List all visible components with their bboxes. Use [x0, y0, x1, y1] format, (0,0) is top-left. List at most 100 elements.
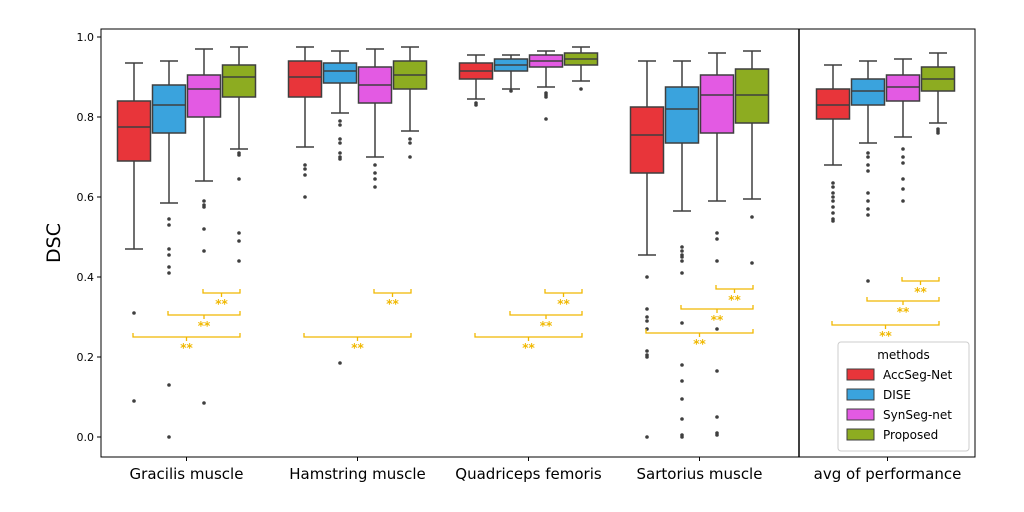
outlier-point: [373, 177, 377, 181]
box-group: [458, 46, 599, 121]
outlier-point: [408, 155, 412, 159]
outlier-point: [167, 223, 171, 227]
significance-bracket: **: [474, 333, 583, 355]
outlier-point: [831, 191, 835, 195]
y-tick-label: 0.6: [77, 191, 95, 204]
significance-bracket: **: [544, 289, 583, 311]
outlier-point: [901, 199, 905, 203]
significance-bracket: **: [901, 277, 940, 299]
outlier-point: [680, 259, 684, 263]
significance-bracket: **: [132, 333, 241, 355]
outlier-point: [645, 349, 649, 353]
outlier-point: [338, 141, 342, 145]
outlier-point: [866, 151, 870, 155]
outlier-point: [831, 219, 835, 223]
y-tick-label: 0.4: [77, 271, 95, 284]
outlier-point: [831, 181, 835, 185]
axes-frame: [100, 28, 976, 458]
outlier-point: [680, 321, 684, 325]
box-iqr: [221, 64, 257, 98]
box-group: [629, 50, 770, 439]
outlier-point: [866, 207, 870, 211]
box-synseg-net: [357, 48, 393, 189]
outlier-point: [338, 119, 342, 123]
bracket-line: [831, 321, 940, 326]
outlier-point: [715, 237, 719, 241]
y-tick-label: 0.2: [77, 351, 95, 364]
outlier-point: [715, 433, 719, 437]
outlier-point: [338, 361, 342, 365]
box-proposed: [221, 46, 257, 263]
outlier-point: [509, 89, 513, 93]
outlier-point: [866, 169, 870, 173]
legend-swatch: [846, 368, 875, 381]
box-group: [815, 52, 956, 283]
outlier-point: [645, 307, 649, 311]
outlier-point: [202, 249, 206, 253]
outlier-point: [237, 153, 241, 157]
box-synseg-net: [528, 50, 564, 121]
box-synseg-net: [885, 58, 921, 203]
box-dise: [493, 54, 529, 93]
outlier-point: [303, 173, 307, 177]
box-iqr: [287, 60, 323, 98]
legend-title: methods: [877, 348, 930, 362]
y-tick-label: 0.8: [77, 111, 95, 124]
box-accseg-net: [116, 62, 152, 403]
category-label: Hamstring muscle: [289, 465, 426, 483]
outlier-point: [579, 87, 583, 91]
legend-entry: Proposed: [883, 428, 938, 442]
outlier-point: [715, 259, 719, 263]
box-iqr: [629, 106, 665, 174]
bracket-line: [303, 333, 412, 338]
outlier-point: [237, 177, 241, 181]
box-iqr: [885, 74, 921, 102]
box-accseg-net: [815, 64, 851, 223]
outlier-point: [202, 205, 206, 209]
outlier-point: [715, 369, 719, 373]
outlier-point: [936, 131, 940, 135]
outlier-point: [831, 185, 835, 189]
box-proposed: [563, 46, 599, 91]
outlier-point: [680, 249, 684, 253]
box-accseg-net: [629, 60, 665, 439]
outlier-point: [680, 435, 684, 439]
significance-brackets: ** ** ** ** ** ** ** ** ** ** ** ** ** **: [132, 277, 940, 355]
legend-swatch: [846, 428, 875, 441]
outlier-point: [303, 167, 307, 171]
significance-label: **: [522, 341, 535, 355]
outlier-point: [338, 157, 342, 161]
outlier-point: [680, 397, 684, 401]
box-group: [116, 46, 257, 439]
box-iqr: [116, 100, 152, 162]
significance-label: **: [540, 319, 553, 333]
outlier-point: [680, 379, 684, 383]
legend-entry: AccSeg-Net: [883, 368, 953, 382]
box-iqr: [734, 68, 770, 124]
bracket-line: [509, 311, 583, 316]
outlier-point: [866, 279, 870, 283]
box-iqr: [151, 84, 187, 134]
outlier-point: [544, 117, 548, 121]
category-label: Gracilis muscle: [130, 465, 244, 483]
outlier-point: [373, 163, 377, 167]
outlier-point: [237, 259, 241, 263]
legend-swatch: [846, 388, 875, 401]
outlier-point: [866, 213, 870, 217]
box-accseg-net: [287, 46, 323, 199]
box-dise: [322, 50, 358, 365]
outlier-point: [831, 199, 835, 203]
outlier-point: [167, 435, 171, 439]
outlier-point: [680, 255, 684, 259]
outlier-point: [167, 271, 171, 275]
outlier-point: [901, 187, 905, 191]
outlier-point: [901, 177, 905, 181]
outlier-point: [202, 227, 206, 231]
outlier-point: [373, 171, 377, 175]
outlier-point: [202, 401, 206, 405]
significance-bracket: **: [680, 305, 754, 327]
bracket-line: [544, 289, 583, 294]
outlier-point: [303, 195, 307, 199]
outlier-point: [237, 231, 241, 235]
